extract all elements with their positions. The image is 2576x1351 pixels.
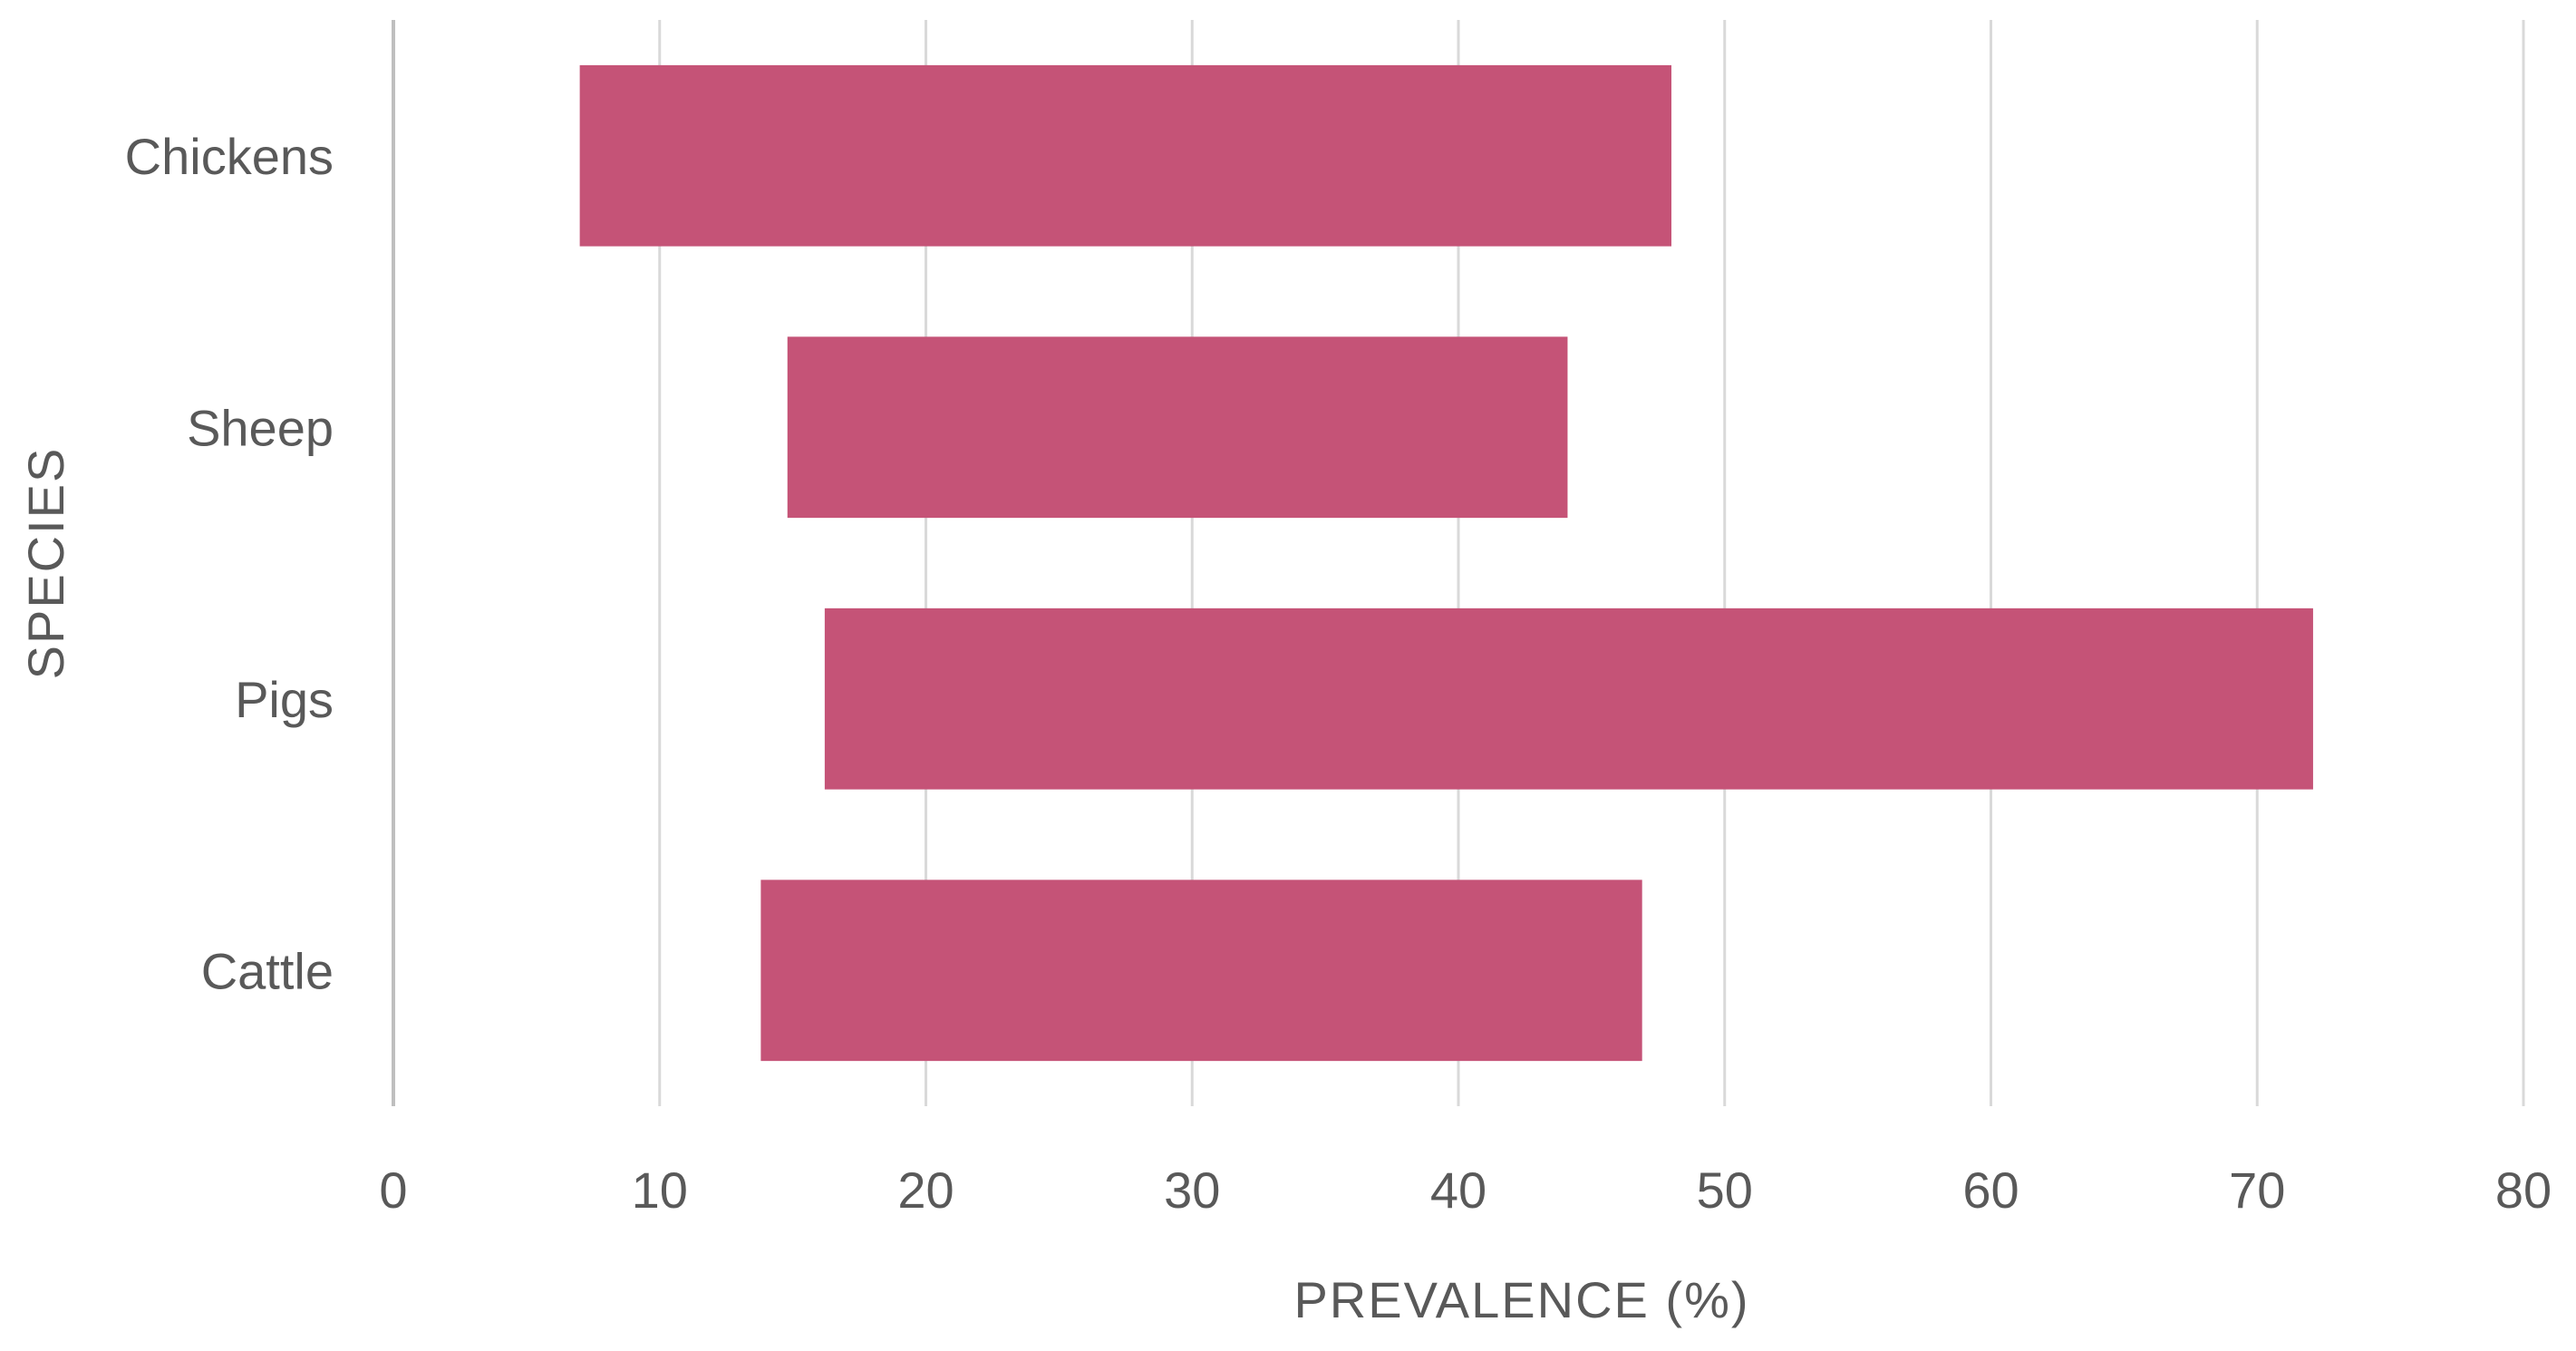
bar-sheep bbox=[787, 336, 1568, 519]
x-tick-label-10: 10 bbox=[632, 1161, 688, 1219]
bar-pigs bbox=[824, 607, 2313, 790]
bars-layer bbox=[579, 64, 2313, 1062]
x-tick-label-70: 70 bbox=[2229, 1161, 2285, 1219]
x-tick-label-50: 50 bbox=[1697, 1161, 1753, 1219]
x-tick-label-20: 20 bbox=[897, 1161, 954, 1219]
bar-chickens bbox=[579, 64, 1671, 247]
y-tick-label-sheep: Sheep bbox=[187, 399, 334, 456]
x-tick-label-60: 60 bbox=[1962, 1161, 2019, 1219]
x-tick-label-80: 80 bbox=[2495, 1161, 2552, 1219]
labels-layer: 0 10 20 30 40 50 60 70 80 Chickens Sheep Pigs Cattle bbox=[125, 128, 2552, 1219]
y-tick-label-pigs: Pigs bbox=[235, 671, 334, 728]
bar-cattle bbox=[760, 880, 1642, 1062]
y-axis-title: SPECIES bbox=[17, 447, 74, 680]
x-tick-label-0: 0 bbox=[379, 1161, 407, 1219]
x-tick-label-40: 40 bbox=[1430, 1161, 1487, 1219]
y-tick-label-chickens: Chickens bbox=[125, 128, 334, 185]
x-axis-title: PREVALENCE (%) bbox=[1293, 1271, 1749, 1328]
x-tick-label-30: 30 bbox=[1164, 1161, 1220, 1219]
y-tick-label-cattle: Cattle bbox=[201, 942, 334, 999]
